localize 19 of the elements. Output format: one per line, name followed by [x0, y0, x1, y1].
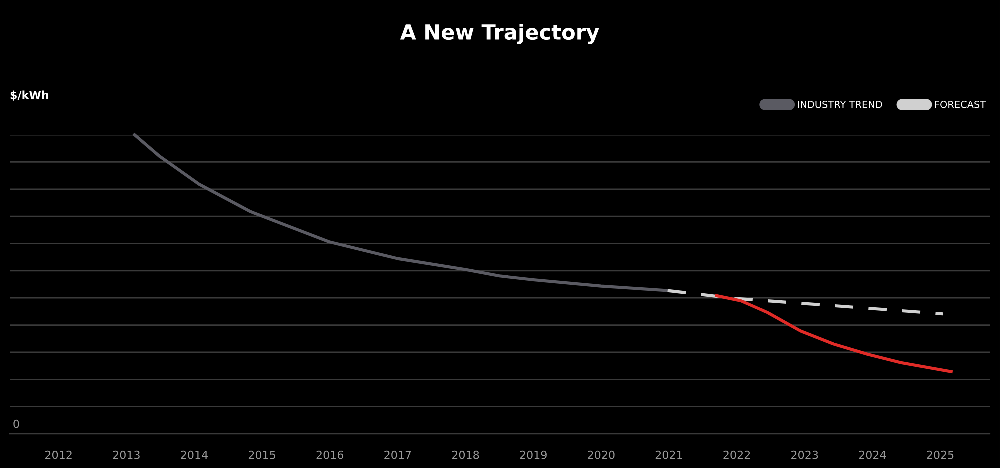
- legend-label: FORECAST: [935, 100, 986, 108]
- x-tick-label: 2016: [316, 450, 344, 460]
- legend-label: INDUSTRY TREND: [798, 100, 882, 108]
- x-tick-label: 2019: [520, 450, 547, 460]
- x-tick-label: 2013: [113, 450, 140, 460]
- chart-title: A New Trajectory: [400, 24, 600, 44]
- annotation: 0: [14, 420, 20, 428]
- x-tick-label: 2018: [452, 450, 480, 460]
- x-tick-label: 2023: [792, 450, 818, 460]
- x-tick-label: 2025: [927, 450, 954, 460]
- x-tick-label: 2020: [588, 450, 615, 460]
- x-tick-label: 2012: [46, 450, 72, 460]
- x-tick-label: 2017: [384, 450, 412, 460]
- x-tick-label: 2021: [656, 450, 682, 460]
- x-tick-label: 2015: [248, 450, 276, 460]
- y-axis-title: $/kWh: [10, 90, 48, 101]
- x-tick-label: 2022: [724, 450, 750, 460]
- x-tick-label: 2024: [859, 450, 886, 460]
- x-tick-label: 2014: [181, 450, 208, 460]
